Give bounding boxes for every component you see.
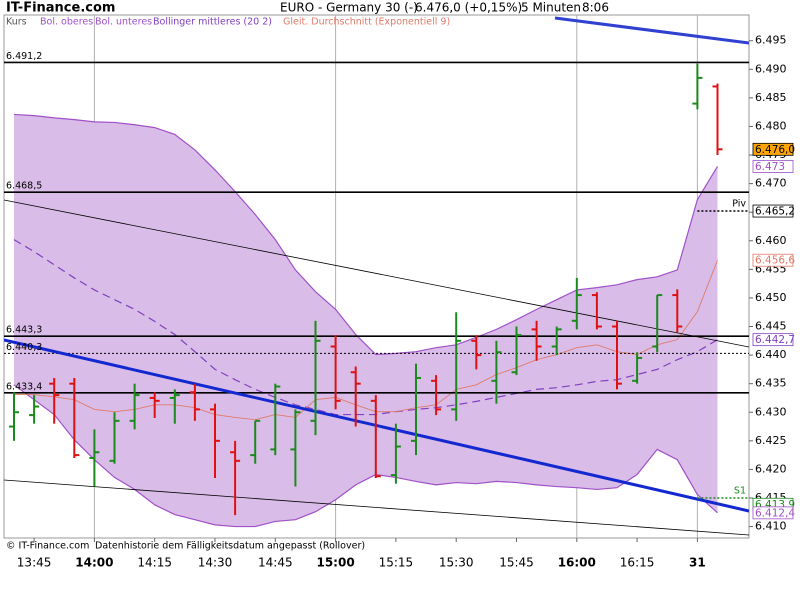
legend-entry: Bol. oberes	[40, 17, 93, 28]
interval: 5 Minuten	[521, 1, 581, 15]
y-tick-label: 6.440	[755, 348, 787, 361]
indicator-line	[14, 260, 718, 421]
y-tick-label: 6.425	[755, 434, 787, 447]
pivot-label: Piv	[732, 199, 746, 210]
level-label: 6.443,3	[6, 325, 42, 336]
level-label: 6.468,5	[6, 181, 42, 192]
instrument-title: EURO - Germany 30 (-)	[280, 1, 418, 15]
price-tag	[752, 142, 794, 156]
indicator-line	[13, 113, 719, 356]
x-tick-label: 15:30	[439, 556, 474, 570]
x-tick-label: 14:15	[137, 556, 172, 570]
y-tick-label: 6.490	[755, 62, 787, 75]
price-tag	[752, 506, 794, 520]
y-tick-label: 6.445	[755, 320, 787, 333]
price-tag-label: 6.442,7	[755, 334, 795, 346]
indicator-line	[13, 239, 718, 416]
price-tag	[752, 160, 794, 173]
pivot-label: S1	[734, 485, 746, 496]
x-tick-label: 16:15	[620, 556, 655, 570]
trend-line	[554, 16, 749, 45]
price-tag	[752, 333, 794, 347]
price-tag-label: 6.456,6	[755, 255, 795, 267]
y-tick-label: 6.495	[755, 34, 787, 47]
site-name: IT-Finance.com	[6, 1, 115, 16]
time: 8:06	[582, 1, 609, 15]
y-tick-label: 6.410	[755, 520, 787, 533]
y-tick-label: 6.450	[755, 291, 787, 304]
y-tick-label: 6.460	[755, 234, 787, 247]
level-label: 6.433,4	[6, 381, 42, 392]
y-tick-label: 6.485	[755, 91, 787, 104]
legend-entry: Bol. unteres	[95, 17, 152, 28]
x-tick-label: 14:00	[75, 556, 113, 570]
price-tag	[752, 253, 794, 267]
bollinger-band-fill	[14, 114, 718, 527]
y-tick-label: 6.420	[755, 462, 787, 475]
x-tick-label: 14:45	[258, 556, 293, 570]
y-tick-label: 6.435	[755, 377, 787, 390]
last-price: 6.476,0 (+0,15%)	[415, 1, 522, 15]
trend-line	[4, 479, 749, 536]
price-tag-label: 6.476,0	[755, 144, 795, 156]
x-tick-label: 15:00	[316, 556, 354, 570]
price-tag-label: 6.465,2	[755, 206, 795, 218]
x-tick-label: 16:00	[558, 556, 596, 570]
level-label: 6.440,3	[6, 342, 42, 353]
x-tick-label: 31	[689, 556, 706, 570]
footer-note: Datenhistorie dem Fälligkeitsdatum angep…	[95, 541, 365, 552]
price-tag-label: 6.412,4	[755, 507, 795, 519]
x-tick-label: 13:45	[17, 556, 52, 570]
indicator-line	[13, 384, 718, 528]
x-tick-label: 15:15	[379, 556, 414, 570]
legend-price: Kurs	[6, 17, 27, 28]
trend-line	[4, 199, 749, 348]
x-tick-label: 15:45	[499, 556, 534, 570]
y-tick-label: 6.480	[755, 119, 787, 132]
legend-entry: Gleit. Durchschnitt (Exponentiell 9)	[283, 17, 450, 28]
footer-copyright: © IT-Finance.com	[6, 541, 89, 552]
legend-entry: Bollinger mittleres (20 2)	[153, 17, 272, 28]
level-label: 6.491,2	[6, 51, 42, 62]
x-tick-label: 14:30	[198, 556, 233, 570]
y-tick-label: 6.430	[755, 405, 787, 418]
price-tag	[752, 204, 794, 218]
price-tag-label: 6.473	[755, 161, 785, 173]
y-tick-label: 6.470	[755, 177, 787, 190]
